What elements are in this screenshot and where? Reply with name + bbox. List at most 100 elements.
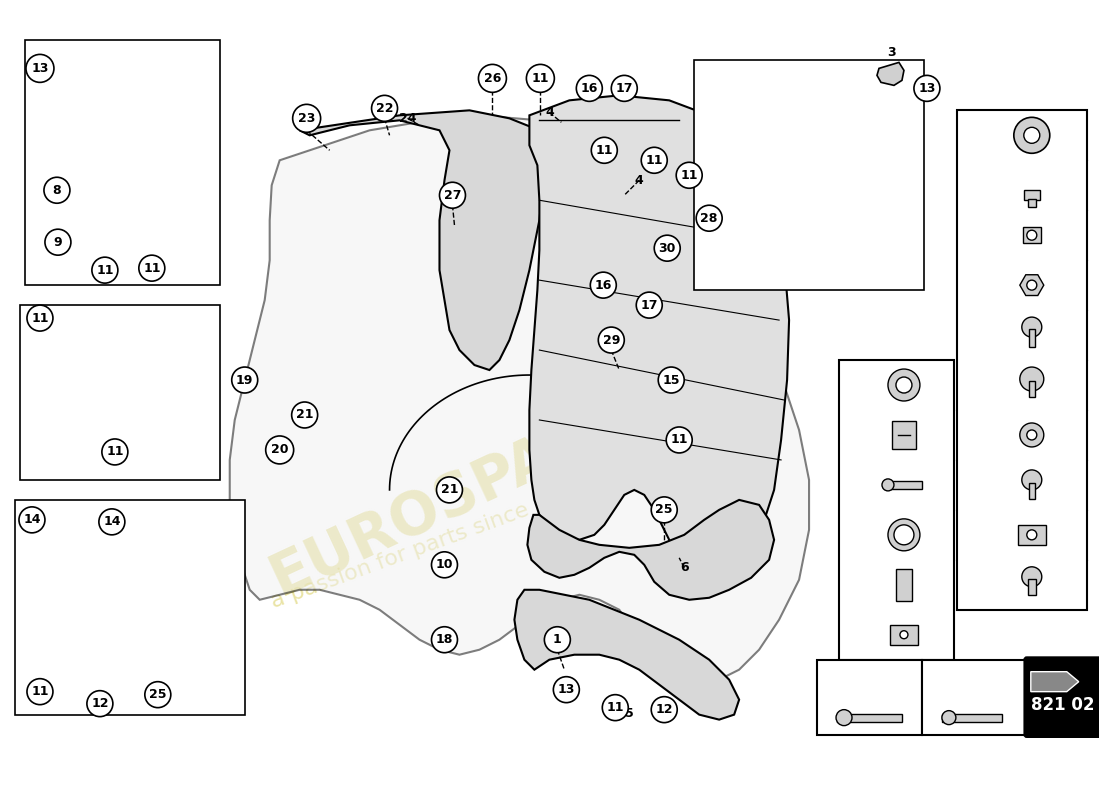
Text: 21: 21 <box>441 483 459 496</box>
Text: 25: 25 <box>656 503 673 516</box>
Bar <box>20 305 220 480</box>
Text: 821 02: 821 02 <box>1031 696 1094 714</box>
Text: 11: 11 <box>531 72 549 85</box>
Circle shape <box>598 327 625 353</box>
Circle shape <box>882 479 894 491</box>
Circle shape <box>44 178 70 203</box>
Circle shape <box>28 678 53 705</box>
Text: 22: 22 <box>376 102 394 115</box>
Circle shape <box>1024 127 1040 143</box>
Text: 16: 16 <box>965 328 985 342</box>
Circle shape <box>544 626 570 653</box>
Circle shape <box>592 138 617 163</box>
Circle shape <box>888 369 920 401</box>
Text: 11: 11 <box>606 701 624 714</box>
Text: 16: 16 <box>595 278 612 292</box>
Text: 10: 10 <box>436 558 453 571</box>
Bar <box>1027 578 1036 594</box>
Polygon shape <box>30 535 185 574</box>
Text: 28: 28 <box>701 212 718 225</box>
Bar <box>25 41 220 285</box>
Circle shape <box>658 367 684 393</box>
Bar <box>1028 329 1035 347</box>
Circle shape <box>102 439 128 465</box>
Bar <box>817 660 922 734</box>
Circle shape <box>1022 470 1042 490</box>
Circle shape <box>266 436 294 464</box>
Circle shape <box>527 64 554 92</box>
Text: 28: 28 <box>847 478 867 492</box>
Text: 30: 30 <box>847 378 867 392</box>
Text: 16: 16 <box>581 82 598 95</box>
Bar <box>1028 483 1035 499</box>
Polygon shape <box>877 62 904 86</box>
Text: 14: 14 <box>103 515 121 528</box>
Circle shape <box>293 104 320 132</box>
Text: 29: 29 <box>847 428 867 442</box>
Text: 27: 27 <box>443 189 461 202</box>
Text: 26: 26 <box>847 578 867 592</box>
Circle shape <box>1022 567 1042 586</box>
Text: 20: 20 <box>271 443 288 457</box>
Text: 17: 17 <box>965 278 985 292</box>
Text: 11: 11 <box>671 434 688 446</box>
Text: 12: 12 <box>656 703 673 716</box>
Circle shape <box>1020 367 1044 391</box>
Text: 14: 14 <box>965 428 985 442</box>
Bar <box>896 569 912 601</box>
Bar <box>1018 525 1046 545</box>
Text: 18: 18 <box>436 634 453 646</box>
Polygon shape <box>48 66 160 220</box>
Text: 2: 2 <box>88 523 97 536</box>
Polygon shape <box>299 110 544 370</box>
Text: 9: 9 <box>54 236 63 249</box>
Text: 23: 23 <box>932 668 952 682</box>
Text: 11: 11 <box>106 446 123 458</box>
Circle shape <box>651 697 678 722</box>
Text: 11: 11 <box>31 311 48 325</box>
Circle shape <box>888 519 920 551</box>
Bar <box>957 110 1087 610</box>
Text: 6: 6 <box>680 562 689 574</box>
Circle shape <box>696 206 723 231</box>
Bar <box>15 500 244 714</box>
Circle shape <box>612 75 637 102</box>
Text: 26: 26 <box>484 72 502 85</box>
Circle shape <box>651 497 678 523</box>
Text: 11: 11 <box>143 262 161 274</box>
Text: 30: 30 <box>659 242 675 254</box>
Circle shape <box>372 95 397 122</box>
Text: 17: 17 <box>616 82 632 95</box>
Circle shape <box>478 64 506 92</box>
Text: 1: 1 <box>553 634 562 646</box>
Circle shape <box>45 229 70 255</box>
Polygon shape <box>55 252 95 272</box>
Bar <box>1024 190 1040 200</box>
Circle shape <box>1020 423 1044 447</box>
Text: 13: 13 <box>918 82 936 95</box>
Text: 11: 11 <box>595 144 613 157</box>
Circle shape <box>431 626 458 653</box>
Text: 21: 21 <box>965 128 985 142</box>
Circle shape <box>1026 230 1037 240</box>
Bar <box>837 714 902 722</box>
Polygon shape <box>50 220 100 262</box>
Text: 11: 11 <box>681 169 697 182</box>
Text: 12: 12 <box>91 697 109 710</box>
Circle shape <box>19 507 45 533</box>
Circle shape <box>894 525 914 545</box>
Circle shape <box>900 630 908 638</box>
Bar <box>922 660 1026 734</box>
Text: a passion for parts since 1985: a passion for parts since 1985 <box>267 478 591 612</box>
Bar <box>1028 381 1035 397</box>
Bar <box>886 481 922 489</box>
Text: 17: 17 <box>640 298 658 312</box>
Text: 11: 11 <box>96 264 113 277</box>
Circle shape <box>92 257 118 283</box>
Text: 14: 14 <box>23 514 41 526</box>
Text: 23: 23 <box>298 112 316 125</box>
Bar <box>942 714 1002 722</box>
Circle shape <box>603 694 628 721</box>
Text: 12: 12 <box>965 528 985 542</box>
Text: 15: 15 <box>662 374 680 386</box>
